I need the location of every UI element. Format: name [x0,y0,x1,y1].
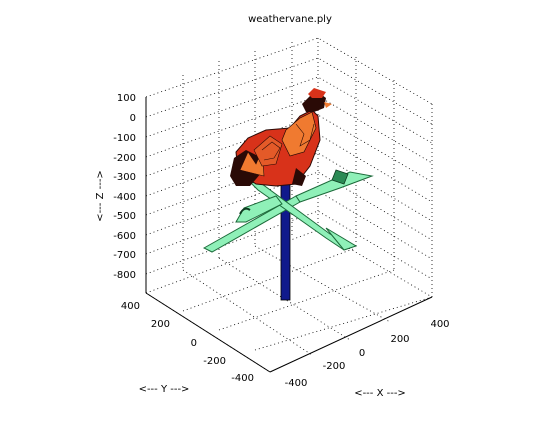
z-axis-label: <--- Z ---> [95,170,106,222]
y-tick-label: 400 [121,301,140,312]
weathervane-model [202,88,374,301]
z-ticks: 100 0 -100 -200 -300 -400 -500 -600 -700… [113,93,136,281]
z-tick-label: -200 [113,153,136,164]
arrow-scroll [239,207,251,215]
x-tick-label: 400 [430,319,449,330]
x-axis-label: <--- X ---> [354,388,406,399]
x-tick-label: -200 [323,361,346,372]
arrow-tail-2 [235,195,283,223]
rooster-wing-detail [261,141,281,161]
rooster-comb [308,88,326,98]
z-tick-label: 0 [130,113,136,124]
z-tick-label: -400 [113,192,136,203]
x-tick-label: 0 [359,348,365,359]
z-tick-label: -800 [113,270,136,281]
chart-title: weathervane.ply [248,14,332,25]
x-tick-label: 200 [390,334,409,345]
arrow-head-2 [325,227,358,251]
z-tick-label: -300 [113,172,136,183]
rooster-neck-detail [295,123,315,147]
z-tick-label: -600 [113,231,136,242]
axes [145,97,433,373]
z-tick-label: 100 [117,93,136,104]
arrow-fin-1 [331,169,349,185]
rooster-legs [292,168,306,186]
y-tick-label: 200 [151,319,170,330]
y-axis-label: <--- Y ---> [139,384,190,395]
z-tick-label: -700 [113,250,136,261]
y-tick-label: -400 [231,373,254,384]
y-ticks: 400 200 0 -200 -400 [121,301,254,384]
pole [280,167,291,301]
x-tick-label: -400 [285,378,308,389]
y-tick-label: -200 [203,356,226,367]
z-tick-label: -500 [113,211,136,222]
rooster-wing [253,135,283,167]
y-tick-label: 0 [191,338,197,349]
x-ticks: -400 -200 0 200 400 [285,319,450,389]
rooster-beak [324,102,332,108]
z-tick-label: -100 [113,133,136,144]
